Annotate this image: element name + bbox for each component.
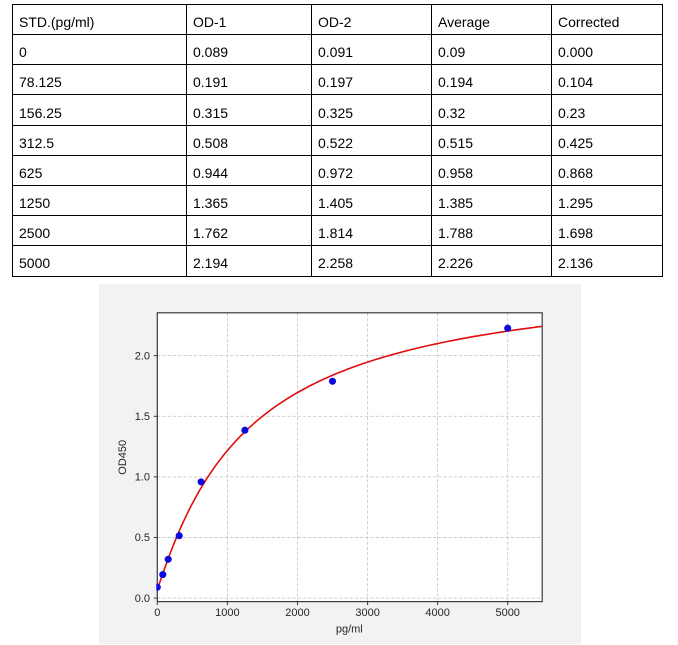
svg-text:0.0: 0.0 [135, 593, 150, 605]
svg-text:4000: 4000 [425, 607, 449, 619]
svg-text:2000: 2000 [285, 607, 309, 619]
svg-text:1.5: 1.5 [135, 411, 150, 423]
svg-text:2.0: 2.0 [135, 350, 150, 362]
svg-text:1000: 1000 [215, 607, 239, 619]
svg-text:0: 0 [154, 607, 160, 619]
svg-text:1.0: 1.0 [135, 472, 150, 484]
svg-text:pg/ml: pg/ml [336, 624, 363, 636]
svg-text:3000: 3000 [355, 607, 379, 619]
svg-text:0.5: 0.5 [135, 532, 150, 544]
svg-text:OD450: OD450 [117, 440, 129, 475]
svg-text:5000: 5000 [495, 607, 519, 619]
